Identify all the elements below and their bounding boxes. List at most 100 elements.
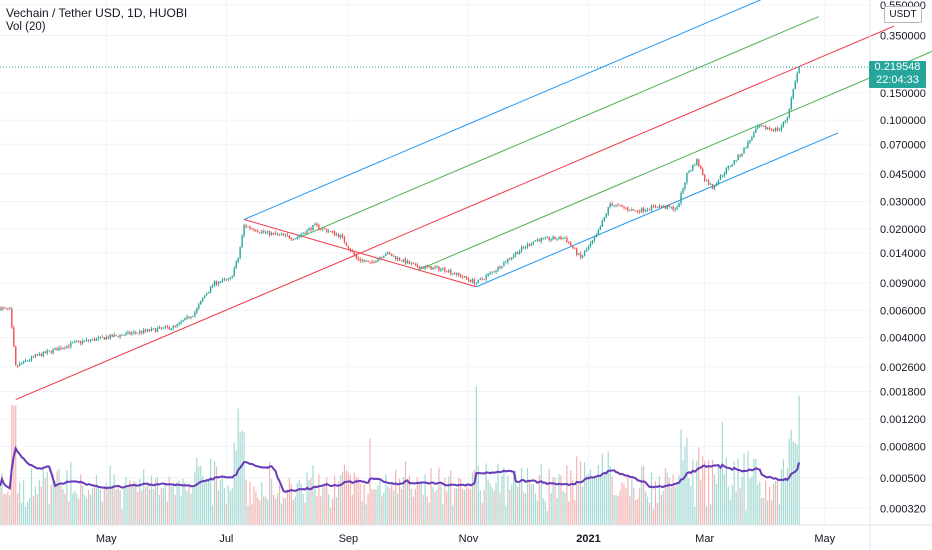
candle-body bbox=[446, 271, 448, 273]
volume-bar bbox=[479, 490, 481, 525]
symbol-title[interactable]: Vechain / Tether USD, 1D, HUOBI bbox=[6, 6, 188, 20]
candle-body bbox=[30, 356, 33, 360]
volume-bar bbox=[190, 493, 192, 525]
candle-body bbox=[48, 350, 50, 352]
y-tick-label: 0.030000 bbox=[880, 197, 926, 209]
volume-bar bbox=[408, 475, 411, 525]
candle-body bbox=[532, 241, 535, 244]
candle-body bbox=[231, 275, 233, 278]
volume-bar bbox=[154, 478, 157, 525]
candle-body bbox=[763, 126, 765, 127]
candle-body bbox=[85, 339, 88, 341]
currency-unit-badge[interactable]: USDT bbox=[884, 6, 922, 23]
candle-body bbox=[17, 365, 19, 367]
volume-bar bbox=[194, 472, 196, 525]
bar-countdown: 22:04:33 bbox=[876, 74, 919, 86]
volume-bar bbox=[631, 479, 633, 525]
volume-bar bbox=[769, 486, 771, 525]
volume-bar bbox=[517, 486, 519, 525]
volume-bar bbox=[330, 507, 332, 525]
volume-bar bbox=[593, 476, 596, 525]
volume-bar bbox=[398, 478, 401, 525]
volume-bar bbox=[7, 491, 9, 525]
candle-body bbox=[589, 243, 592, 247]
volume-bar bbox=[493, 490, 495, 525]
candle-body bbox=[599, 226, 602, 231]
volume-bar bbox=[188, 483, 190, 525]
volume-bar bbox=[690, 486, 692, 525]
candle-body bbox=[444, 268, 446, 272]
candle-body bbox=[278, 233, 281, 235]
candle-body bbox=[121, 334, 123, 336]
candle-body bbox=[351, 250, 354, 252]
candle-body bbox=[501, 266, 503, 269]
candle-body bbox=[223, 279, 226, 281]
volume-bar bbox=[646, 496, 649, 525]
volume-bar bbox=[60, 485, 62, 525]
volume-bar bbox=[148, 489, 151, 525]
volume-bar bbox=[233, 442, 235, 525]
volume-bar bbox=[515, 470, 517, 525]
volume-bar bbox=[715, 484, 718, 525]
volume-bar bbox=[257, 497, 259, 525]
candle-body bbox=[227, 278, 230, 280]
candle-body bbox=[721, 175, 724, 177]
volume-bar bbox=[204, 481, 206, 525]
volume-legend[interactable]: Vol (20) bbox=[6, 21, 46, 33]
candle-body bbox=[585, 249, 588, 252]
volume-bars bbox=[0, 386, 801, 525]
candle-body bbox=[186, 316, 188, 318]
candle-body bbox=[381, 257, 383, 259]
volume-bar bbox=[576, 456, 578, 525]
volume-bar bbox=[688, 478, 690, 525]
volume-bar bbox=[385, 474, 387, 525]
volume-bar bbox=[231, 488, 233, 525]
candle-body bbox=[119, 334, 121, 337]
volume-bar bbox=[763, 497, 765, 525]
candle-body bbox=[568, 241, 570, 243]
volume-bar bbox=[414, 488, 416, 525]
candle-body bbox=[487, 273, 489, 276]
last-price-badge: 0.219548 22:04:33 bbox=[869, 61, 926, 88]
candle-body bbox=[219, 281, 222, 283]
volume-bar bbox=[666, 472, 668, 525]
volume-bar bbox=[9, 495, 11, 525]
volume-bar bbox=[186, 490, 188, 525]
volume-bar bbox=[320, 495, 322, 525]
volume-bar bbox=[497, 463, 499, 525]
volume-bar bbox=[28, 497, 31, 525]
volume-bar bbox=[131, 485, 133, 525]
volume-bar bbox=[50, 484, 52, 525]
candle-body bbox=[24, 360, 27, 362]
volume-bar bbox=[312, 465, 314, 525]
candle-body bbox=[668, 205, 670, 208]
volume-bar bbox=[452, 505, 454, 525]
candle-body bbox=[743, 148, 745, 154]
volume-bar bbox=[424, 474, 426, 525]
candle-body bbox=[70, 342, 72, 347]
volume-bar bbox=[402, 477, 405, 525]
candle-body bbox=[755, 128, 757, 133]
volume-bar bbox=[213, 461, 216, 525]
volume-bar bbox=[562, 490, 564, 525]
volume-bar bbox=[276, 493, 279, 525]
volume-bar bbox=[623, 484, 625, 525]
candle-body bbox=[72, 342, 74, 344]
candle-body bbox=[658, 205, 661, 208]
volume-bar bbox=[432, 487, 434, 525]
volume-bar bbox=[371, 489, 373, 525]
candle-body bbox=[66, 345, 68, 349]
candle-body bbox=[390, 253, 393, 257]
candle-body bbox=[237, 258, 239, 262]
candle-body bbox=[9, 308, 11, 310]
candle-body bbox=[213, 280, 216, 286]
volume-bar bbox=[269, 461, 271, 525]
volume-bar bbox=[176, 482, 178, 525]
candle-body bbox=[570, 242, 572, 246]
volume-bar bbox=[211, 505, 214, 525]
volume-bar bbox=[776, 479, 779, 525]
volume-bar bbox=[32, 496, 35, 525]
candle-body bbox=[648, 209, 651, 211]
candle-body bbox=[611, 203, 613, 206]
